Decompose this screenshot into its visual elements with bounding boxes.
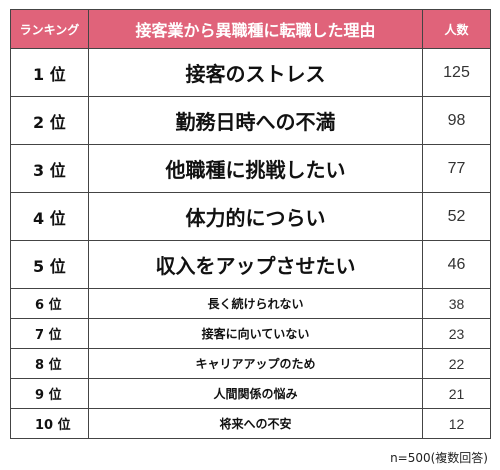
table-row: 10 位 将来への不安 12 [10, 408, 491, 439]
header-reason: 接客業から異職種に転職した理由 [88, 9, 423, 49]
count-cell: 52 [422, 192, 491, 241]
reason-cell: 体力的につらい [88, 192, 423, 241]
rank-cell: 10 位 [10, 408, 89, 439]
reason-cell: 他職種に挑戦したい [88, 144, 423, 193]
reason-cell: 接客に向いていない [88, 318, 423, 349]
reason-cell: 将来への不安 [88, 408, 423, 439]
reason-cell: 接客のストレス [88, 48, 423, 97]
header-rank: ランキング [10, 9, 89, 49]
rank-cell: 2 位 [10, 96, 89, 145]
table-row: 2 位 勤務日時への不満 98 [10, 96, 491, 145]
reason-cell: 収入をアップさせたい [88, 240, 423, 289]
count-cell: 21 [422, 378, 491, 409]
count-cell: 77 [422, 144, 491, 193]
rank-cell: 5 位 [10, 240, 89, 289]
rank-cell: 8 位 [10, 348, 89, 379]
table-header-row: ランキング 接客業から異職種に転職した理由 人数 [10, 9, 491, 49]
count-cell: 46 [422, 240, 491, 289]
count-cell: 98 [422, 96, 491, 145]
ranking-table: ランキング 接客業から異職種に転職した理由 人数 1 位 接客のストレス 125… [10, 9, 491, 439]
count-cell: 22 [422, 348, 491, 379]
header-count: 人数 [422, 9, 491, 49]
count-cell: 38 [422, 288, 491, 319]
rank-cell: 9 位 [10, 378, 89, 409]
table-row: 3 位 他職種に挑戦したい 77 [10, 144, 491, 193]
rank-cell: 1 位 [10, 48, 89, 97]
count-cell: 125 [422, 48, 491, 97]
count-cell: 12 [422, 408, 491, 439]
rank-cell: 6 位 [10, 288, 89, 319]
table-row: 4 位 体力的につらい 52 [10, 192, 491, 241]
rank-cell: 3 位 [10, 144, 89, 193]
reason-cell: 勤務日時への不満 [88, 96, 423, 145]
rank-cell: 7 位 [10, 318, 89, 349]
table-row: 1 位 接客のストレス 125 [10, 48, 491, 97]
table-row: 8 位 キャリアアップのため 22 [10, 348, 491, 379]
rank-cell: 4 位 [10, 192, 89, 241]
count-cell: 23 [422, 318, 491, 349]
sample-size-note: n=500(複数回答) [390, 451, 488, 465]
table-row: 7 位 接客に向いていない 23 [10, 318, 491, 349]
table-row: 6 位 長く続けられない 38 [10, 288, 491, 319]
reason-cell: 人間関係の悩み [88, 378, 423, 409]
reason-cell: 長く続けられない [88, 288, 423, 319]
table-row: 5 位 収入をアップさせたい 46 [10, 240, 491, 289]
table-row: 9 位 人間関係の悩み 21 [10, 378, 491, 409]
reason-cell: キャリアアップのため [88, 348, 423, 379]
